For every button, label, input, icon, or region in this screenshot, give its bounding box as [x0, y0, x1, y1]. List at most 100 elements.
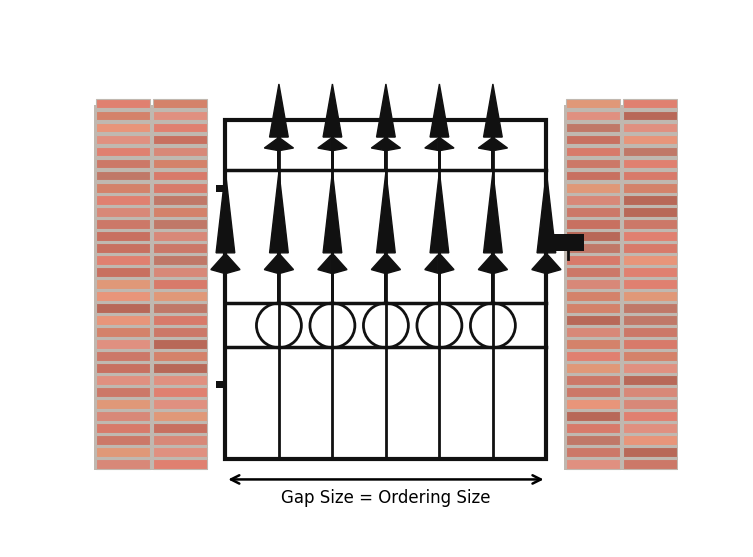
Bar: [216, 185, 225, 192]
Bar: [438, 253, 441, 302]
Bar: [623, 207, 677, 217]
Bar: [96, 99, 151, 109]
Bar: [566, 135, 620, 144]
Bar: [623, 460, 677, 468]
Polygon shape: [280, 255, 294, 273]
Bar: [96, 351, 151, 360]
Bar: [623, 327, 677, 336]
Bar: [566, 447, 620, 457]
Bar: [566, 399, 620, 409]
Bar: [154, 147, 207, 157]
Bar: [96, 399, 151, 409]
Bar: [96, 207, 151, 217]
Bar: [96, 159, 151, 168]
Polygon shape: [227, 255, 240, 273]
Polygon shape: [270, 172, 288, 253]
Bar: [623, 267, 677, 277]
Bar: [96, 255, 151, 265]
Polygon shape: [425, 139, 438, 150]
Bar: [277, 253, 280, 302]
Bar: [96, 195, 151, 204]
Bar: [623, 303, 677, 312]
Polygon shape: [483, 84, 502, 137]
Bar: [545, 253, 548, 302]
Bar: [623, 387, 677, 397]
Polygon shape: [376, 84, 395, 137]
Bar: [566, 123, 620, 133]
Bar: [623, 255, 677, 265]
Bar: [623, 183, 677, 193]
Bar: [623, 99, 677, 109]
Bar: [623, 135, 677, 144]
Bar: [566, 231, 620, 241]
Bar: [623, 159, 677, 168]
Polygon shape: [323, 84, 342, 137]
Bar: [154, 279, 207, 289]
Bar: [154, 339, 207, 349]
Polygon shape: [334, 139, 347, 150]
Bar: [154, 399, 207, 409]
Bar: [96, 363, 151, 373]
Bar: [154, 460, 207, 468]
Polygon shape: [495, 139, 508, 150]
Polygon shape: [532, 255, 545, 273]
Polygon shape: [441, 255, 454, 273]
Bar: [154, 195, 207, 204]
Bar: [623, 279, 677, 289]
Bar: [566, 363, 620, 373]
Bar: [96, 111, 151, 120]
Bar: [623, 435, 677, 444]
Bar: [154, 159, 207, 168]
Bar: [623, 231, 677, 241]
Bar: [96, 411, 151, 421]
Bar: [566, 279, 620, 289]
Bar: [566, 375, 620, 385]
Bar: [154, 231, 207, 241]
Bar: [623, 447, 677, 457]
Bar: [96, 375, 151, 385]
Bar: [96, 231, 151, 241]
Bar: [96, 387, 151, 397]
Bar: [96, 147, 151, 157]
Bar: [566, 183, 620, 193]
Bar: [331, 137, 334, 169]
Bar: [623, 219, 677, 228]
Bar: [154, 243, 207, 252]
Bar: [566, 315, 620, 325]
Bar: [623, 315, 677, 325]
Bar: [566, 460, 620, 468]
Bar: [623, 171, 677, 180]
Bar: [623, 351, 677, 360]
Polygon shape: [441, 139, 454, 150]
Bar: [154, 315, 207, 325]
Bar: [566, 351, 620, 360]
Bar: [566, 267, 620, 277]
Bar: [96, 243, 151, 252]
Bar: [154, 423, 207, 433]
Bar: [566, 291, 620, 301]
Polygon shape: [280, 139, 294, 150]
Bar: [96, 460, 151, 468]
Polygon shape: [537, 172, 556, 253]
Polygon shape: [430, 172, 449, 253]
Polygon shape: [318, 139, 331, 150]
Polygon shape: [318, 255, 331, 273]
Bar: [225, 120, 547, 460]
Polygon shape: [478, 139, 492, 150]
Bar: [566, 207, 620, 217]
Bar: [566, 219, 620, 228]
Bar: [623, 423, 677, 433]
Bar: [154, 255, 207, 265]
Bar: [566, 387, 620, 397]
Bar: [96, 135, 151, 144]
Bar: [96, 447, 151, 457]
Bar: [385, 253, 387, 302]
Bar: [154, 363, 207, 373]
Bar: [154, 135, 207, 144]
Bar: [623, 399, 677, 409]
Bar: [623, 147, 677, 157]
Bar: [94, 105, 208, 470]
Bar: [566, 147, 620, 157]
Polygon shape: [270, 84, 288, 137]
Bar: [544, 234, 584, 251]
